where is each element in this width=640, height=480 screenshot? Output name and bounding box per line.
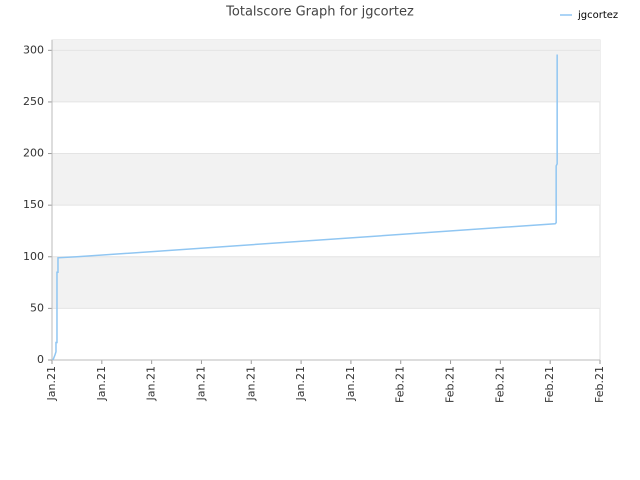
y-tick-label: 200 — [23, 147, 44, 160]
y-tick-label: 0 — [37, 353, 44, 366]
grid-band — [52, 153, 600, 206]
x-tick-label: Feb.21 — [394, 366, 407, 403]
y-tick-label: 250 — [23, 95, 44, 108]
x-tick-label: Jan.21 — [45, 366, 58, 401]
x-tick-label: Feb.21 — [543, 366, 556, 403]
x-tick-label: Feb.21 — [493, 366, 506, 403]
y-tick-label: 300 — [23, 43, 44, 56]
y-tick-label: 50 — [30, 301, 44, 314]
x-tick-label: Feb.21 — [593, 366, 606, 403]
grid-band — [52, 256, 600, 309]
grid-band — [52, 40, 600, 51]
legend-label: jgcortez — [577, 10, 618, 21]
grid-band — [52, 50, 600, 102]
y-tick-label: 100 — [23, 250, 44, 263]
x-tick-label: Jan.21 — [244, 366, 257, 401]
y-tick-label: 150 — [23, 198, 44, 211]
x-tick-label: Jan.21 — [95, 366, 108, 401]
line — [52, 54, 558, 361]
x-tick-label: Jan.21 — [344, 366, 357, 401]
x-tick-label: Feb.21 — [444, 366, 457, 403]
x-tick-label: Jan.21 — [294, 366, 307, 401]
x-tick-label: Jan.21 — [145, 366, 158, 401]
x-tick-label: Jan.21 — [194, 366, 207, 401]
chart-title: Totalscore Graph for jgcortez — [225, 5, 414, 20]
